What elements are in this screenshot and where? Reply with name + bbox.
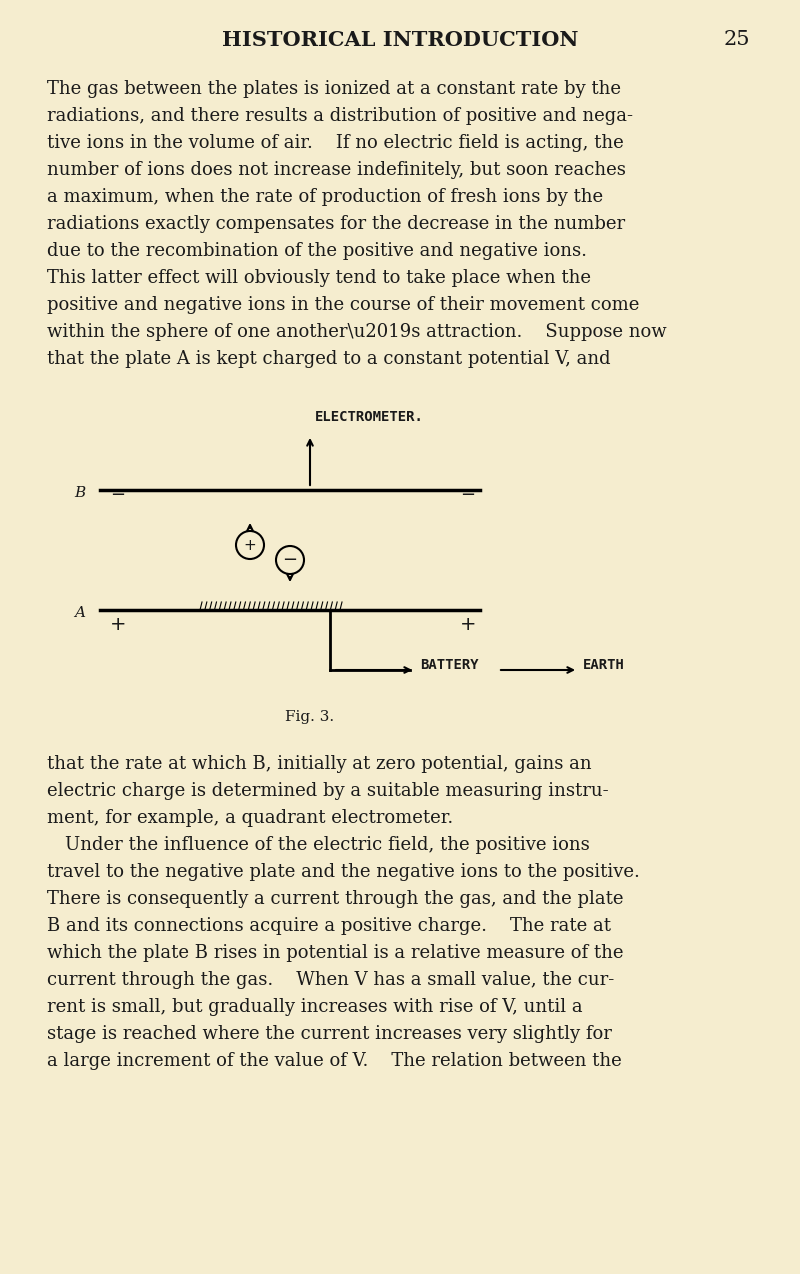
Text: +: + [110, 615, 126, 634]
Text: B: B [74, 485, 85, 499]
Text: HISTORICAL INTRODUCTION: HISTORICAL INTRODUCTION [222, 31, 578, 50]
Text: ELECTROMETER.: ELECTROMETER. [315, 410, 424, 424]
Text: a large increment of the value of V.    The relation between the: a large increment of the value of V. The… [47, 1052, 622, 1070]
Text: There is consequently a current through the gas, and the plate: There is consequently a current through … [47, 891, 623, 908]
Text: within the sphere of one another\u2019s attraction.    Suppose now: within the sphere of one another\u2019s … [47, 324, 666, 341]
Text: which the plate B rises in potential is a relative measure of the: which the plate B rises in potential is … [47, 944, 623, 962]
Text: that the rate at which B, initially at zero potential, gains an: that the rate at which B, initially at z… [47, 755, 592, 773]
Text: +: + [244, 538, 256, 553]
Text: −: − [460, 485, 475, 505]
Text: B and its connections acquire a positive charge.    The rate at: B and its connections acquire a positive… [47, 917, 611, 935]
Text: a maximum, when the rate of production of fresh ions by the: a maximum, when the rate of production o… [47, 189, 603, 206]
Text: A: A [74, 606, 85, 620]
Text: −: − [282, 550, 298, 569]
Text: radiations exactly compensates for the decrease in the number: radiations exactly compensates for the d… [47, 215, 625, 233]
Text: number of ions does not increase indefinitely, but soon reaches: number of ions does not increase indefin… [47, 161, 626, 180]
Text: travel to the negative plate and the negative ions to the positive.: travel to the negative plate and the neg… [47, 862, 640, 882]
Text: tive ions in the volume of air.    If no electric field is acting, the: tive ions in the volume of air. If no el… [47, 134, 624, 152]
Text: This latter effect will obviously tend to take place when the: This latter effect will obviously tend t… [47, 269, 591, 287]
Text: Under the influence of the electric field, the positive ions: Under the influence of the electric fiel… [65, 836, 590, 854]
Text: BATTERY: BATTERY [420, 657, 478, 671]
Text: 25: 25 [723, 31, 750, 48]
Text: Fig. 3.: Fig. 3. [286, 710, 334, 724]
Text: that the plate A is kept charged to a constant potential V, and: that the plate A is kept charged to a co… [47, 350, 610, 368]
Text: electric charge is determined by a suitable measuring instru-: electric charge is determined by a suita… [47, 782, 609, 800]
Text: radiations, and there results a distribution of positive and nega-: radiations, and there results a distribu… [47, 107, 633, 125]
Text: +: + [460, 615, 477, 634]
Text: The gas between the plates is ionized at a constant rate by the: The gas between the plates is ionized at… [47, 80, 621, 98]
Text: positive and negative ions in the course of their movement come: positive and negative ions in the course… [47, 296, 639, 313]
Text: −: − [110, 485, 125, 505]
Text: EARTH: EARTH [583, 657, 625, 671]
Text: stage is reached where the current increases very slightly for: stage is reached where the current incre… [47, 1026, 612, 1043]
Text: ment, for example, a quadrant electrometer.: ment, for example, a quadrant electromet… [47, 809, 454, 827]
Text: rent is small, but gradually increases with rise of V, until a: rent is small, but gradually increases w… [47, 998, 582, 1015]
Text: current through the gas.    When V has a small value, the cur-: current through the gas. When V has a sm… [47, 971, 614, 989]
Text: due to the recombination of the positive and negative ions.: due to the recombination of the positive… [47, 242, 587, 260]
